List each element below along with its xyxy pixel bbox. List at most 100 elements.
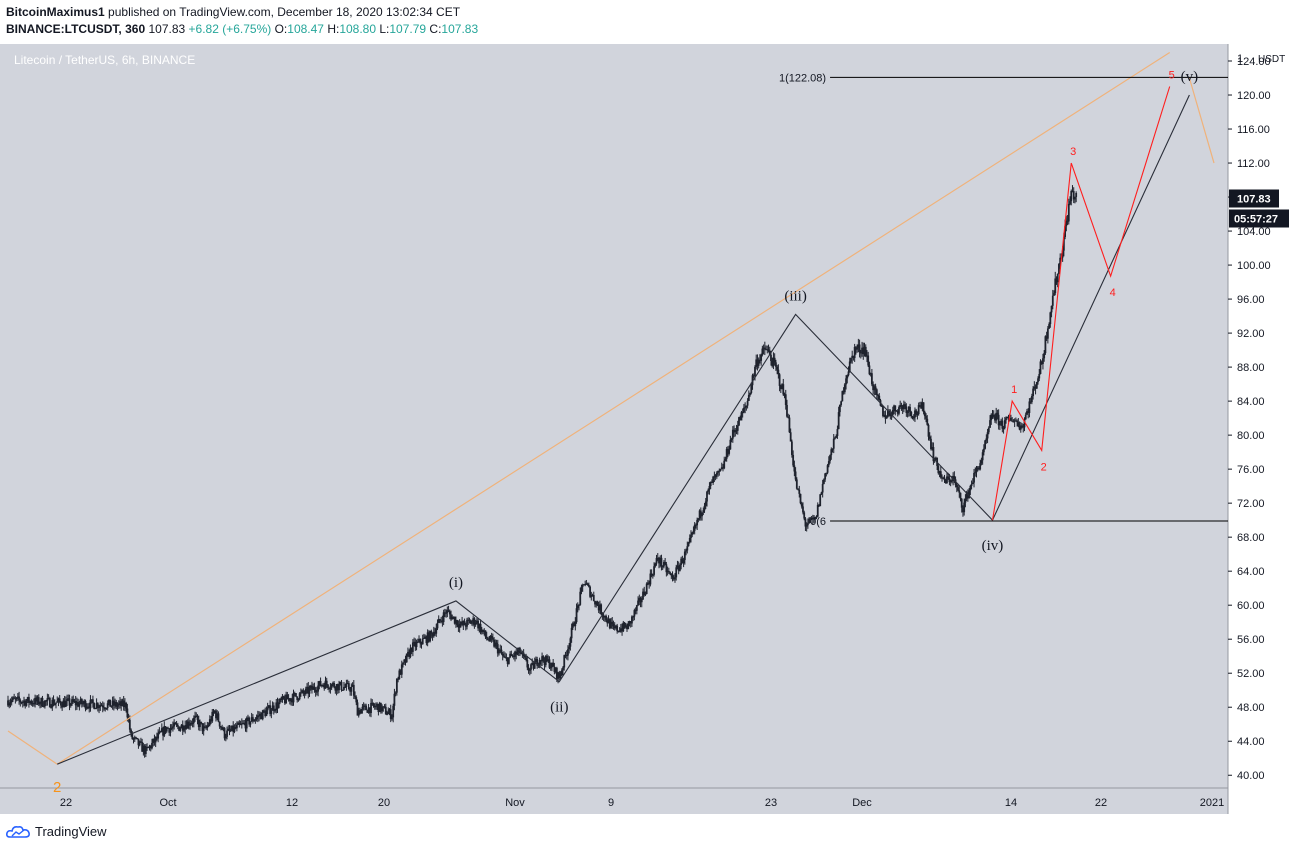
- candle-body: [778, 374, 781, 386]
- candle-body: [21, 701, 24, 703]
- candle-body: [361, 706, 364, 710]
- candle-body: [51, 699, 54, 708]
- candle-body: [599, 604, 601, 611]
- price-scale[interactable]: [1228, 44, 1300, 814]
- candle-body: [1044, 336, 1047, 354]
- candle-body: [152, 738, 155, 743]
- candle-body: [858, 344, 861, 353]
- candle-body: [235, 724, 238, 729]
- candle-body: [288, 698, 291, 702]
- candle-body: [243, 722, 246, 724]
- candle-body: [99, 705, 102, 707]
- candle-body: [306, 686, 308, 689]
- price-chart[interactable]: 1(122.08)0(6(i)(ii)(iii)(iv)(v)1234523 L…: [0, 44, 1300, 816]
- candle-body: [203, 726, 206, 728]
- candle-body: [366, 710, 369, 713]
- candle-body: [727, 448, 729, 454]
- candle-body: [503, 655, 505, 657]
- candle-body: [815, 516, 818, 518]
- candle-body: [729, 439, 732, 450]
- candle-body: [695, 524, 697, 526]
- candle-body: [498, 649, 500, 654]
- candle-body: [1029, 401, 1032, 403]
- candle-body: [389, 709, 392, 719]
- candle-body: [442, 612, 445, 623]
- candle-body: [1005, 418, 1007, 421]
- candle-body: [551, 662, 553, 668]
- candle-body: [683, 551, 686, 561]
- candle-body: [1034, 386, 1037, 389]
- candle-body: [474, 622, 477, 625]
- candle-body: [29, 701, 32, 703]
- candle-body: [915, 410, 918, 414]
- candle-body: [538, 659, 541, 665]
- close-value: 107.83: [441, 22, 479, 36]
- candle-body: [880, 405, 883, 407]
- candle-body: [746, 400, 749, 406]
- candle-body: [469, 620, 472, 624]
- candle-body: [251, 717, 254, 722]
- candle-body: [271, 705, 274, 711]
- candle-body: [466, 619, 468, 627]
- candle-body: [151, 742, 153, 749]
- candle-body: [953, 475, 956, 480]
- candle-body: [1067, 203, 1070, 222]
- candle-body: [587, 584, 590, 587]
- candle-body: [216, 713, 219, 719]
- candle-body: [270, 710, 273, 714]
- y-tick-label: 48.00: [1237, 702, 1265, 714]
- candle-body: [114, 701, 116, 706]
- candle-body: [95, 703, 98, 709]
- candle-body: [256, 715, 259, 718]
- candle-body: [228, 728, 231, 731]
- candle-body: [1021, 425, 1023, 427]
- candle-body: [696, 519, 699, 526]
- candle-body: [714, 474, 717, 477]
- candle-body: [671, 575, 674, 578]
- candle-body: [578, 604, 580, 606]
- candle-body: [938, 471, 941, 474]
- candle-body: [549, 667, 552, 669]
- y-tick-label: 112.00: [1237, 158, 1270, 170]
- candle-body: [467, 619, 470, 621]
- candle-body: [1037, 378, 1039, 383]
- candle-body: [884, 414, 887, 419]
- candle-body: [600, 604, 603, 615]
- candle-body: [25, 701, 28, 706]
- candle-body: [660, 557, 663, 567]
- candle-body: [7, 700, 9, 706]
- candle-body: [378, 702, 381, 713]
- candle-body: [560, 670, 563, 676]
- candle-body: [132, 738, 135, 740]
- footer-brand[interactable]: TradingView: [6, 824, 107, 839]
- candle-body: [386, 714, 388, 716]
- candle-body: [199, 721, 201, 728]
- candle-body: [37, 697, 40, 705]
- candle-body: [447, 610, 450, 612]
- candle-body: [640, 599, 643, 603]
- candle-body: [159, 731, 162, 733]
- candle-body: [496, 644, 499, 654]
- candle-body: [827, 461, 830, 466]
- candle-body: [1040, 361, 1043, 364]
- subwave-label: 3: [1070, 146, 1076, 158]
- candle-body: [547, 659, 550, 661]
- last-price-badge: [1229, 189, 1279, 208]
- candle-body: [712, 476, 715, 483]
- candle-body: [293, 693, 296, 695]
- candle-body: [237, 722, 240, 725]
- candle-body: [473, 618, 476, 625]
- candle-body: [432, 631, 435, 637]
- candle-body: [981, 452, 984, 461]
- candle-body: [846, 375, 849, 379]
- author-name[interactable]: BitcoinMaximus1: [6, 5, 105, 19]
- candle-body: [190, 722, 193, 725]
- candle-body: [362, 705, 365, 707]
- candle-body: [594, 600, 596, 605]
- candle-body: [20, 702, 23, 704]
- candle-body: [453, 616, 456, 624]
- candle-body: [994, 416, 996, 421]
- candle-body: [94, 708, 97, 710]
- y-tick-label: 116.00: [1237, 124, 1270, 136]
- candle-body: [320, 684, 323, 687]
